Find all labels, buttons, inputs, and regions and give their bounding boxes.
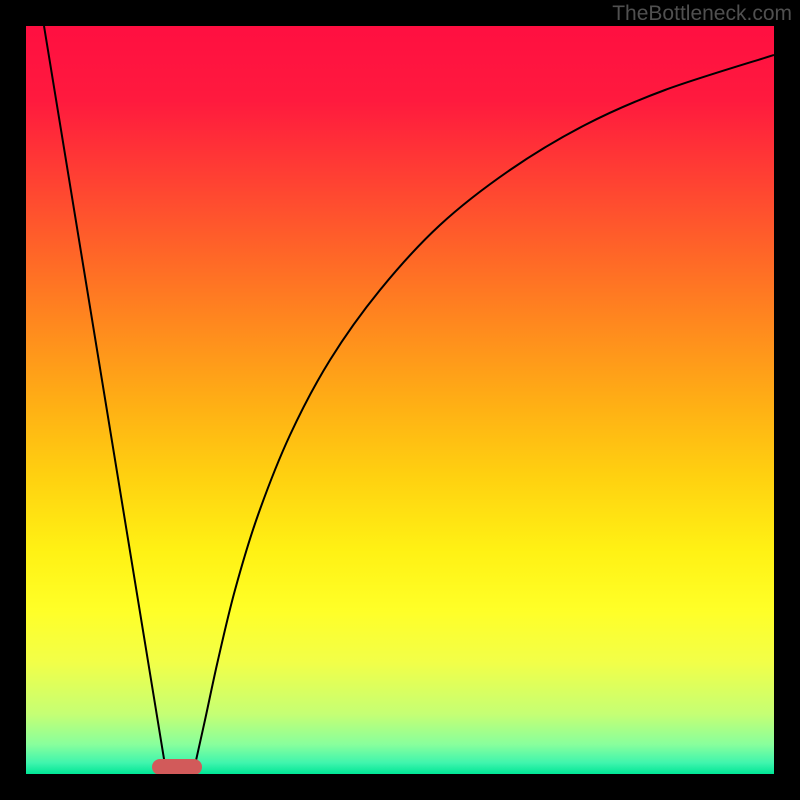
watermark-text: TheBottleneck.com [612, 2, 792, 26]
bottleneck-marker [152, 759, 202, 775]
plot-background [26, 26, 774, 774]
bottleneck-curve-chart [0, 0, 800, 800]
